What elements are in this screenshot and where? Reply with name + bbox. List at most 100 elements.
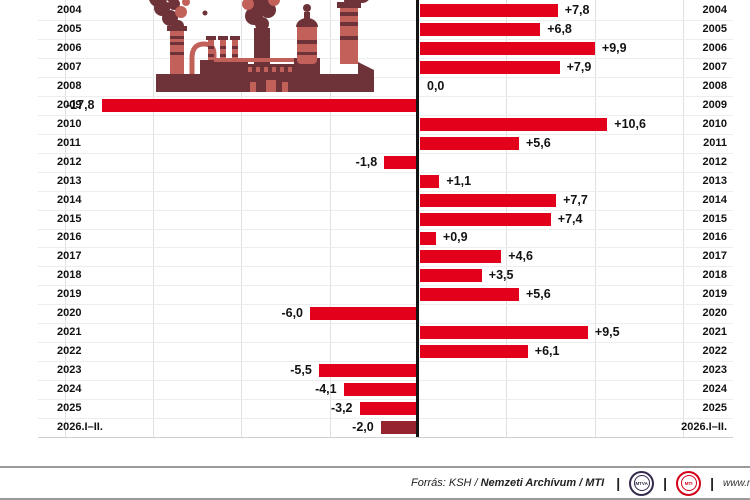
year-label-right: 2015 xyxy=(702,212,727,225)
gridline-horizontal xyxy=(38,266,733,268)
gridline-horizontal xyxy=(38,171,733,173)
year-label-left: 2006 xyxy=(57,41,82,54)
year-label-right: 2025 xyxy=(702,402,727,415)
value-label-2014: +7,7 xyxy=(563,192,588,207)
year-label-left: 2011 xyxy=(57,136,81,149)
year-label-left: 2017 xyxy=(57,250,82,263)
value-label-2022: +6,1 xyxy=(534,344,560,359)
zero-axis-line xyxy=(416,0,419,437)
gridline-horizontal xyxy=(38,437,733,438)
mti-logo-text: MTI xyxy=(680,475,697,491)
bar-2006 xyxy=(420,41,595,55)
source-mti: / MTI xyxy=(579,477,605,489)
bar-2012 xyxy=(384,155,416,169)
website-text: www.m xyxy=(723,477,750,489)
year-label-right: 2008 xyxy=(702,79,727,92)
gridline-horizontal xyxy=(38,399,733,401)
bar-2009 xyxy=(101,98,416,112)
year-label-right: 2017 xyxy=(702,250,727,263)
value-label-2010: +10,6 xyxy=(614,116,646,131)
year-label-right: 2011 xyxy=(703,136,727,149)
year-label-right: 2013 xyxy=(702,174,727,187)
mtva-logo: MTVA xyxy=(629,470,655,496)
separator: | xyxy=(663,475,668,491)
value-label-2013: +1,1 xyxy=(446,173,472,188)
year-label-left: 2021 xyxy=(57,326,82,339)
value-label-2024: -4,1 xyxy=(315,382,337,397)
value-label-2025: -3,2 xyxy=(330,401,353,416)
gridline-horizontal xyxy=(38,323,733,325)
gridline-horizontal xyxy=(38,57,733,59)
value-label-2004: +7,8 xyxy=(564,3,590,17)
year-label-left: 2016 xyxy=(57,231,82,244)
year-label-left: 2013 xyxy=(57,174,82,187)
value-label-2008: 0,0 xyxy=(427,78,445,93)
year-label-left: 2014 xyxy=(57,193,82,206)
bar-2025 xyxy=(359,402,416,416)
year-label-left: 2004 xyxy=(57,4,82,16)
year-label-left: 2009 xyxy=(57,98,82,111)
gridline-vertical xyxy=(595,0,596,437)
bar-2005 xyxy=(420,22,541,36)
bar-2018 xyxy=(420,269,482,283)
year-label-left: 2025 xyxy=(57,402,82,415)
footer: Forrás: KSH / Nemzeti Archívum / MTI | MTV… xyxy=(0,466,750,500)
year-label-right: 2018 xyxy=(702,269,727,282)
year-label-right: 2021 xyxy=(702,326,727,339)
year-label-right: 2026.I–II. xyxy=(681,421,727,434)
footer-content: Forrás: KSH / Nemzeti Archívum / MTI | MTV… xyxy=(411,468,750,498)
bar-2023 xyxy=(318,364,416,378)
year-label-left: 2012 xyxy=(57,155,82,168)
gridline-horizontal xyxy=(38,76,733,78)
bar-2013 xyxy=(420,174,440,188)
year-label-left: 2010 xyxy=(57,117,82,130)
year-label-right: 2023 xyxy=(702,364,727,377)
year-label-right: 2010 xyxy=(702,117,727,130)
year-label-right: 2009 xyxy=(702,98,727,111)
year-label-right: 2016 xyxy=(702,231,727,244)
bar-2015 xyxy=(420,212,551,226)
gridline-horizontal xyxy=(38,190,733,192)
year-label-right: 2014 xyxy=(702,193,727,206)
bar-2011 xyxy=(420,136,519,150)
gridline-horizontal xyxy=(38,418,733,420)
gridline-horizontal xyxy=(38,228,733,230)
bar-2024 xyxy=(343,383,416,397)
factory-icon xyxy=(149,0,374,92)
year-label-left: 2015 xyxy=(57,212,82,225)
gridline-horizontal xyxy=(38,95,733,97)
year-label-left: 2024 xyxy=(57,383,82,396)
value-label-2006: +9,9 xyxy=(601,40,627,55)
year-label-right: 2004 xyxy=(702,4,727,16)
bar-2017 xyxy=(420,250,502,264)
bar-2014 xyxy=(420,193,557,207)
value-label-2016: +0,9 xyxy=(442,230,468,245)
gridline-horizontal xyxy=(38,209,733,211)
gridline-vertical xyxy=(153,0,154,437)
value-label-2026.I–II.: -2,0 xyxy=(352,420,374,435)
year-label-right: 2024 xyxy=(702,383,727,396)
value-label-2011: +5,6 xyxy=(526,135,551,150)
year-label-right: 2020 xyxy=(702,307,727,320)
value-label-2020: -6,0 xyxy=(281,306,303,321)
value-label-2023: -5,5 xyxy=(290,363,312,378)
year-label-left: 2019 xyxy=(57,288,82,301)
year-label-left: 2008 xyxy=(57,79,82,92)
year-label-right: 2006 xyxy=(702,41,727,54)
source-prefix: Forrás: KSH / xyxy=(410,477,478,489)
bar-2021 xyxy=(420,326,588,340)
year-label-right: 2005 xyxy=(702,22,727,35)
gridline-horizontal xyxy=(38,152,733,154)
year-label-left: 2018 xyxy=(57,269,82,282)
source-archive: Nemzeti Archívum xyxy=(480,477,577,489)
year-label-left: 2022 xyxy=(57,345,82,358)
separator: | xyxy=(710,475,714,491)
gridline-vertical xyxy=(65,0,66,437)
bar-2016 xyxy=(420,231,436,245)
value-label-2017: +4,6 xyxy=(508,249,533,264)
value-label-2007: +7,9 xyxy=(566,59,592,74)
bar-2019 xyxy=(420,288,519,302)
mtva-logo-text: MTVA xyxy=(633,475,650,491)
value-label-2018: +3,5 xyxy=(488,268,514,283)
